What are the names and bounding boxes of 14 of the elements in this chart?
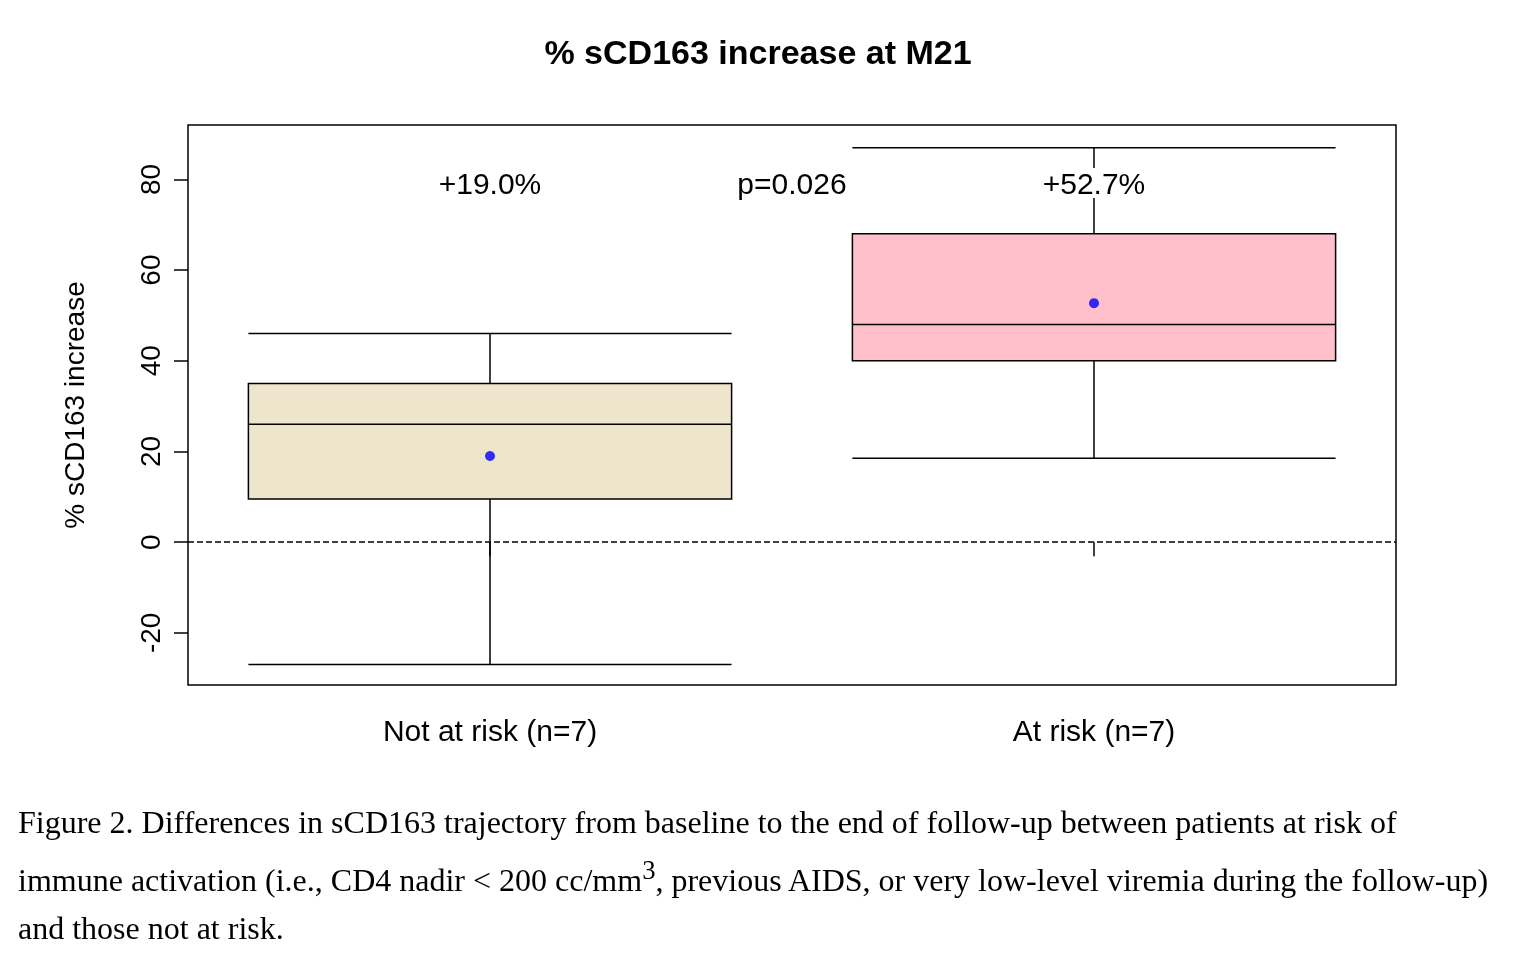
- annotation: p=0.026: [737, 166, 847, 200]
- annotation: +52.7%: [1042, 166, 1146, 200]
- y-tick-label: 60: [134, 254, 166, 286]
- y-axis-title: % sCD163 increase: [58, 281, 90, 529]
- y-tick-label: 20: [134, 435, 166, 468]
- annotation: +19.0%: [438, 166, 542, 200]
- x-tick-label: Not at risk (n=7): [382, 713, 598, 747]
- y-tick-label: 80: [134, 163, 166, 195]
- x-tick-label: At risk (n=7): [1012, 713, 1176, 747]
- chart-title: % sCD163 increase at M21: [544, 33, 972, 71]
- y-tick-label: 40: [134, 345, 166, 377]
- y-tick-label: 0: [134, 534, 166, 550]
- text: Figure 2. Differences in sCD163 trajectory from baseline to the end of follow-up between patients at risk of immune activation (i.e., CD4 nadir < 200 cc/mm$^{3}$, previous AIDS, or very low-level viremia during the follow-up) and those not at risk.: [18, 804, 1489, 946]
- y-tick-label: -20: [134, 612, 166, 654]
